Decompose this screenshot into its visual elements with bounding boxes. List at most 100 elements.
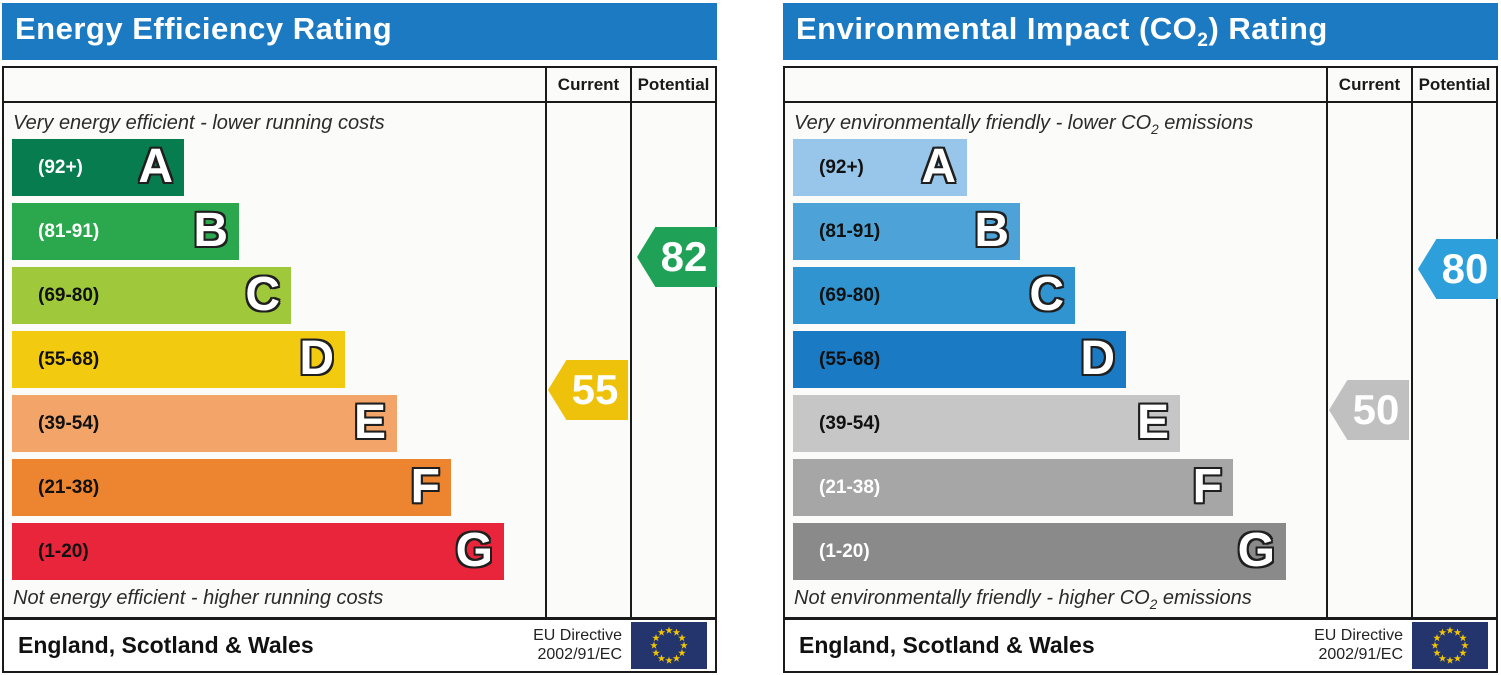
top-note: Very energy efficient - lower running co…	[13, 112, 385, 134]
current-rating-arrow: 50	[1329, 380, 1409, 440]
region-label: England, Scotland & Wales	[799, 632, 1095, 658]
rating-bar-c: (69-80) C	[12, 267, 291, 324]
rating-table: Current Potential Very energy efficient …	[2, 66, 717, 673]
table-footer: England, Scotland & Wales EU Directive 2…	[785, 617, 1496, 671]
rating-bar-f: (21-38) F	[12, 459, 451, 516]
eu-directive-label: EU Directive 2002/91/EC	[533, 626, 622, 663]
rating-bar-d: (55-68) D	[12, 331, 345, 388]
rating-bar-d: (55-68) D	[793, 331, 1126, 388]
current-column-header: Current	[545, 68, 630, 101]
band-range-label: (92+)	[819, 156, 864, 178]
band-row-a: (92+) A	[12, 139, 545, 196]
band-row-a: (92+) A	[793, 139, 1326, 196]
band-letter: D	[1080, 331, 1115, 385]
bands-column: Very environmentally friendly - lower CO…	[785, 103, 1326, 617]
top-note: Very environmentally friendly - lower CO…	[794, 112, 1254, 137]
rating-bar-b: (81-91) B	[12, 203, 239, 260]
band-row-g: (1-20) G	[12, 523, 545, 580]
band-letter: B	[193, 203, 228, 257]
panel-title: Energy Efficiency Rating	[15, 10, 393, 46]
current-rating-arrow: 55	[548, 360, 628, 420]
band-letter: E	[1136, 395, 1169, 449]
bands-column: Very energy efficient - lower running co…	[4, 103, 545, 617]
band-letter: C	[1029, 267, 1064, 321]
rating-bar-g: (1-20) G	[793, 523, 1286, 580]
region-label: England, Scotland & Wales	[18, 632, 314, 658]
empty-header-cell	[785, 68, 1326, 101]
band-letter: B	[974, 203, 1009, 257]
band-letter: G	[1237, 523, 1275, 577]
rating-scale-area: Very energy efficient - lower running co…	[4, 103, 715, 617]
band-row-b: (81-91) B	[12, 203, 545, 260]
rating-bar-a: (92+) A	[793, 139, 967, 196]
band-row-g: (1-20) G	[793, 523, 1326, 580]
band-letter: G	[455, 523, 493, 577]
potential-rating-arrow: 80	[1418, 239, 1498, 299]
band-letter: A	[921, 139, 956, 193]
bottom-note: Not environmentally friendly - higher CO…	[794, 587, 1252, 612]
band-letter: D	[299, 331, 334, 385]
environmental-panel-title-bar: Environmental Impact (CO2) Rating	[783, 3, 1498, 60]
band-range-label: (55-68)	[38, 348, 100, 370]
rating-bar-c: (69-80) C	[793, 267, 1075, 324]
empty-header-cell	[4, 68, 545, 101]
band-row-b: (81-91) B	[793, 203, 1326, 260]
band-letter: A	[138, 139, 173, 193]
bottom-note: Not energy efficient - higher running co…	[13, 587, 384, 609]
panel-title: Environmental Impact (CO2) Rating	[796, 10, 1328, 52]
band-range-label: (1-20)	[819, 540, 870, 562]
band-row-e: (39-54) E	[12, 395, 545, 452]
rating-bar-g: (1-20) G	[12, 523, 504, 580]
eu-directive-label: EU Directive 2002/91/EC	[1314, 626, 1403, 663]
table-footer: England, Scotland & Wales EU Directive 2…	[4, 617, 715, 671]
band-letter: E	[353, 395, 386, 449]
band-row-d: (55-68) D	[793, 331, 1326, 388]
current-column	[545, 103, 630, 617]
rating-bar-e: (39-54) E	[793, 395, 1180, 452]
rating-bar-b: (81-91) B	[793, 203, 1020, 260]
band-range-label: (69-80)	[38, 284, 100, 306]
table-header-row: Current Potential	[4, 68, 715, 103]
band-letter: F	[410, 459, 440, 513]
potential-column-header: Potential	[1411, 68, 1496, 101]
band-range-label: (21-38)	[38, 476, 100, 498]
rating-bars: (92+) A (81-91) B (69-80) C (55-68) D (39-54) E (2…	[785, 139, 1326, 587]
rating-bar-a: (92+) A	[12, 139, 184, 196]
band-range-label: (69-80)	[819, 284, 881, 306]
potential-rating-value: 82	[660, 233, 708, 280]
band-range-label: (55-68)	[819, 348, 881, 370]
band-row-c: (69-80) C	[12, 267, 545, 324]
current-column	[1326, 103, 1411, 617]
current-column-header: Current	[1326, 68, 1411, 101]
band-range-label: (39-54)	[38, 412, 100, 434]
band-row-d: (55-68) D	[12, 331, 545, 388]
table-header-row: Current Potential	[785, 68, 1496, 103]
band-letter: C	[245, 267, 280, 321]
potential-rating-value: 80	[1441, 245, 1489, 292]
potential-column-header: Potential	[630, 68, 715, 101]
energy-efficiency-panel: Energy Efficiency Rating Current Potenti…	[2, 3, 717, 673]
potential-column	[630, 103, 715, 617]
rating-bar-e: (39-54) E	[12, 395, 397, 452]
band-row-c: (69-80) C	[793, 267, 1326, 324]
rating-scale-area: Very environmentally friendly - lower CO…	[785, 103, 1496, 617]
band-row-e: (39-54) E	[793, 395, 1326, 452]
band-letter: F	[1192, 459, 1222, 513]
current-rating-value: 55	[571, 366, 619, 413]
eu-flag-icon	[631, 622, 707, 669]
energy-panel-title-bar: Energy Efficiency Rating	[2, 3, 717, 60]
band-row-f: (21-38) F	[12, 459, 545, 516]
band-row-f: (21-38) F	[793, 459, 1326, 516]
rating-bars: (92+) A (81-91) B (69-80) C (55-68) D (39-54) E (2…	[4, 139, 545, 587]
band-range-label: (39-54)	[819, 412, 881, 434]
current-rating-value: 50	[1352, 386, 1400, 433]
eu-flag-icon	[1412, 622, 1488, 669]
environmental-impact-panel: Environmental Impact (CO2) Rating Curren…	[783, 3, 1498, 673]
rating-table: Current Potential Very environmentally f…	[783, 66, 1498, 673]
rating-bar-f: (21-38) F	[793, 459, 1233, 516]
band-range-label: (21-38)	[819, 476, 881, 498]
potential-column	[1411, 103, 1496, 617]
band-range-label: (1-20)	[38, 540, 89, 562]
band-range-label: (81-91)	[819, 220, 881, 242]
